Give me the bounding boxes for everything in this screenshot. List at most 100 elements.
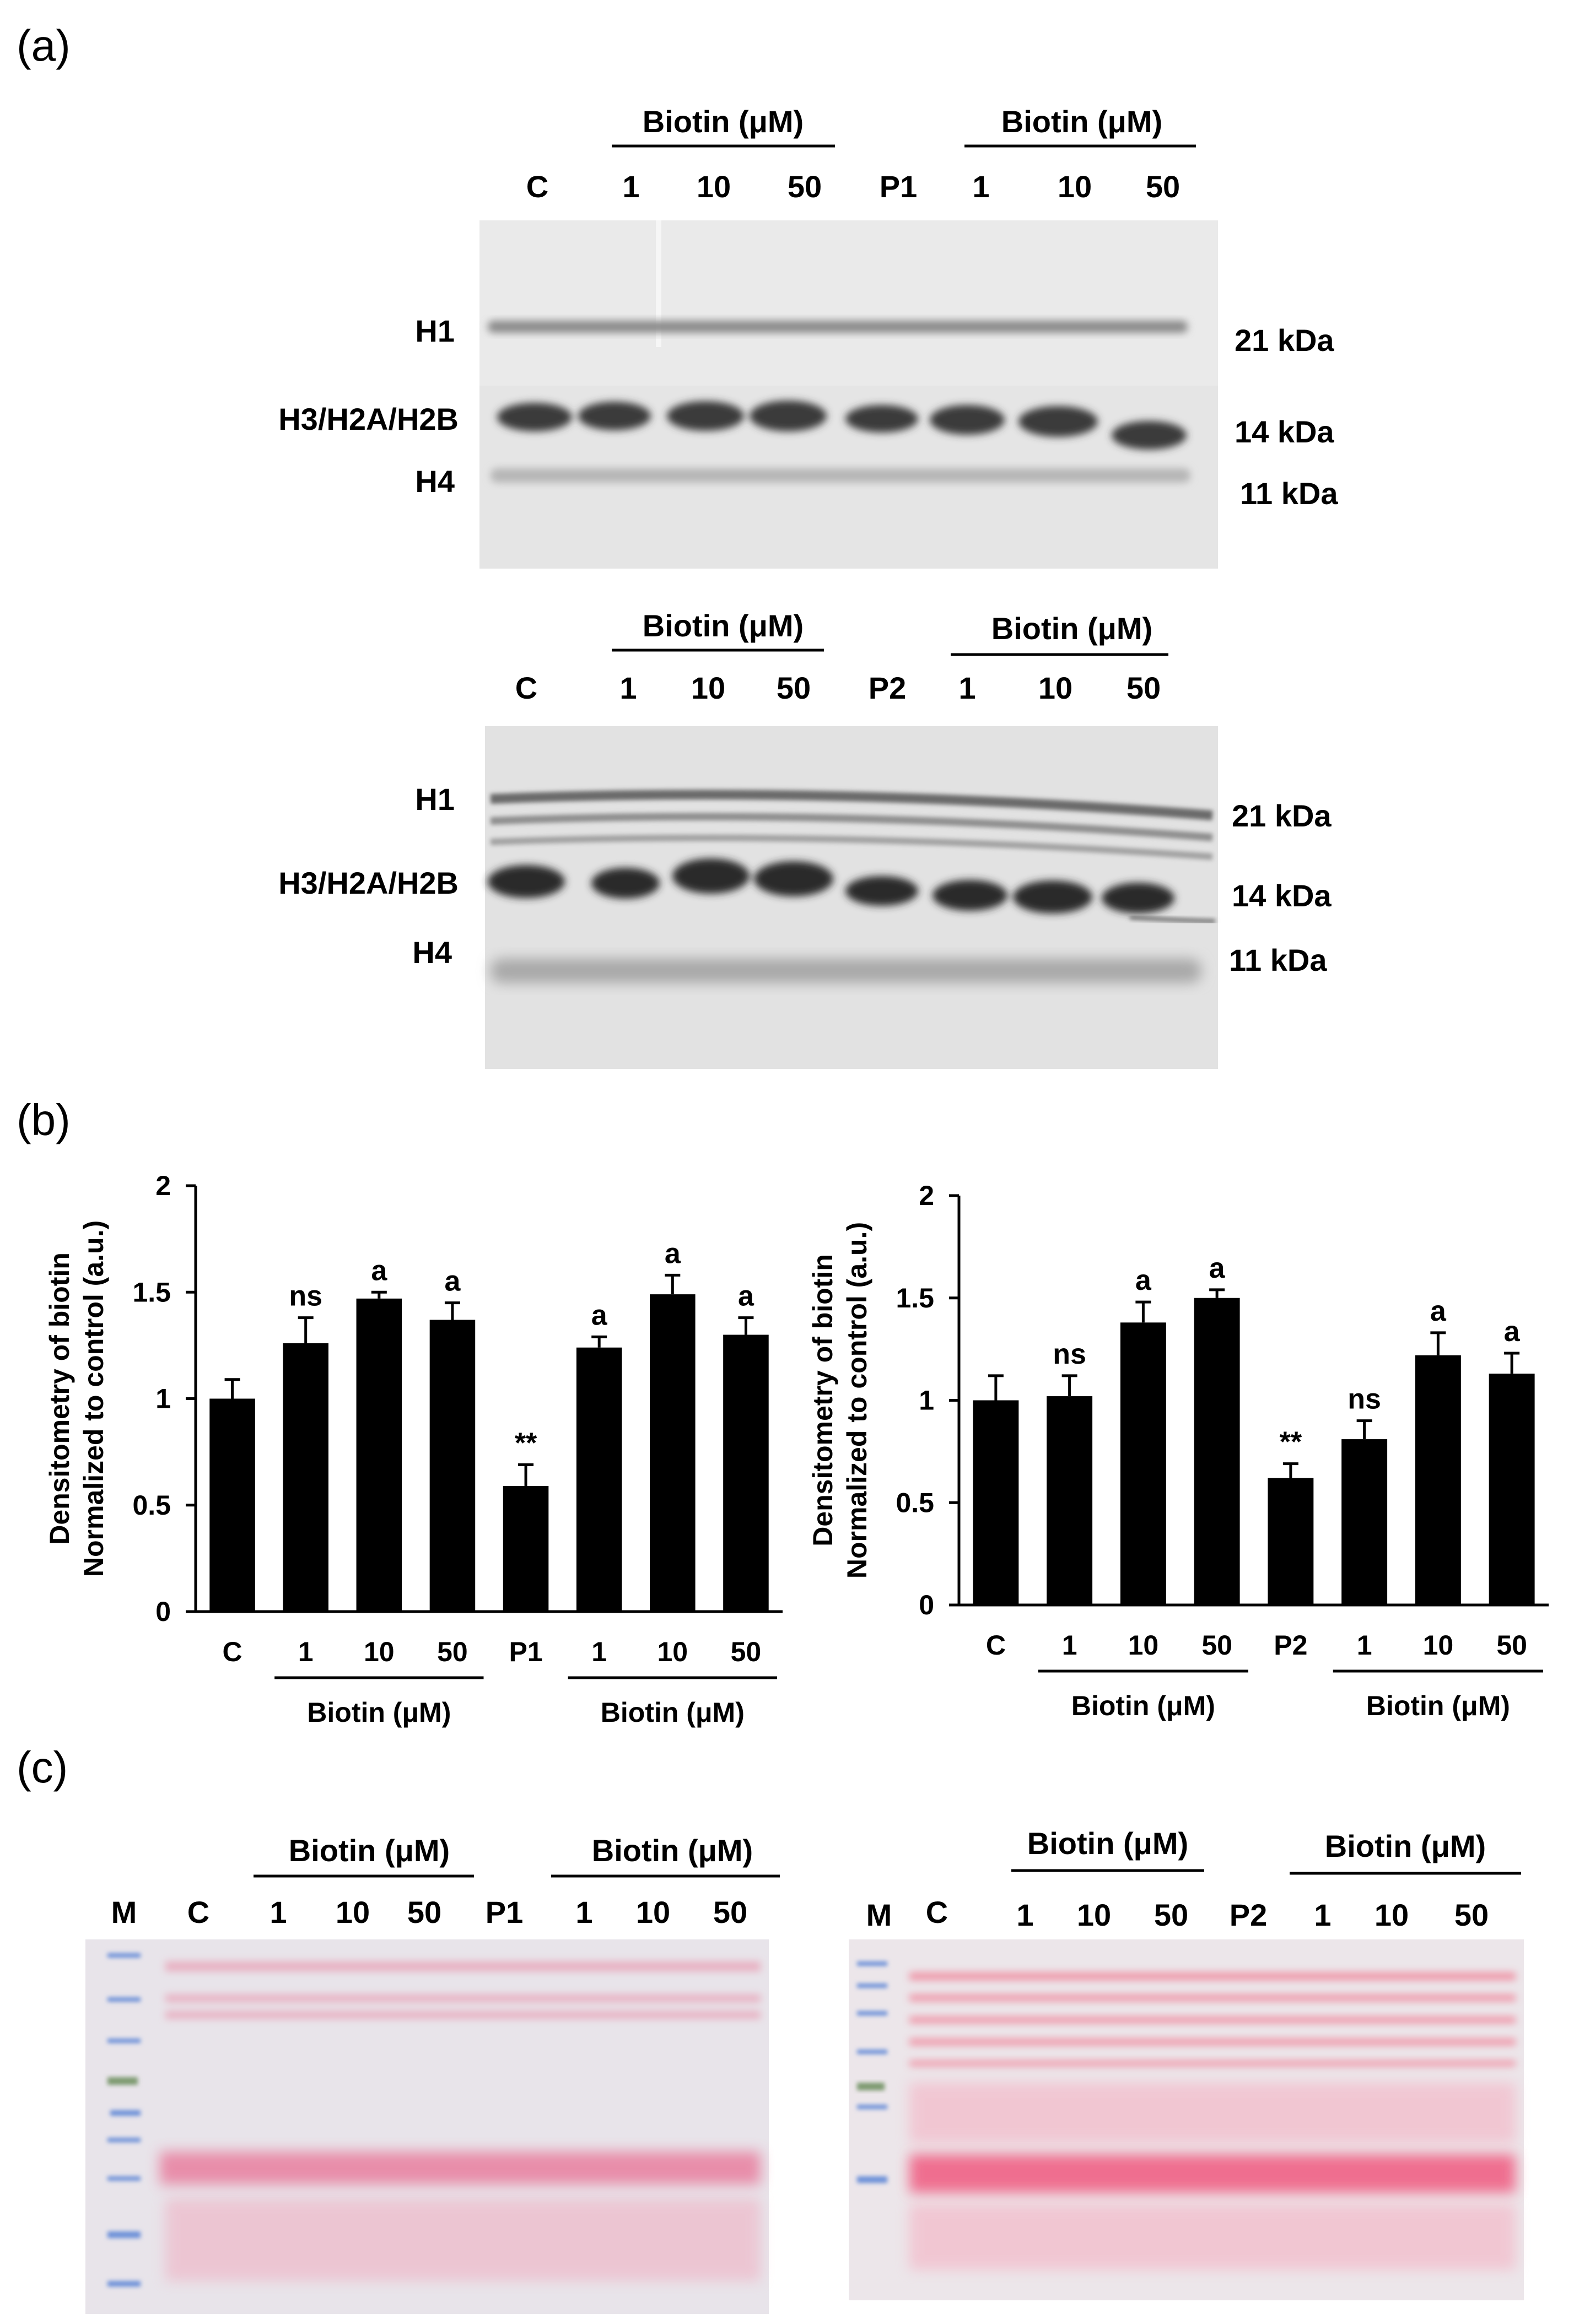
significance-label: ns — [289, 1280, 322, 1312]
significance-label: ns — [1348, 1383, 1381, 1415]
blot1-band-label: H4 — [415, 464, 455, 499]
y-tick-label: 2 — [919, 1180, 934, 1211]
gel2-header: Biotin (μM) Biotin (μM) M C 1 10 50 P2 1… — [866, 1826, 1521, 1932]
x-tick-label: 50 — [1201, 1630, 1232, 1661]
bar — [650, 1294, 696, 1612]
bar-chart-left: 0 0.5 1 1.5 2 Densitometry of biotin Normalize… — [44, 1170, 783, 1728]
y-tick-label: 0 — [919, 1590, 934, 1620]
bar — [1194, 1298, 1240, 1605]
bar — [973, 1400, 1019, 1605]
x-tick-label: C — [986, 1630, 1006, 1661]
x-tick-label: 1 — [298, 1636, 314, 1667]
gel2-lane-label: C — [926, 1895, 948, 1930]
gel2-lane-label: P2 — [1230, 1898, 1268, 1932]
significance-label: ns — [1053, 1338, 1086, 1370]
blot1-lane-label: 10 — [1058, 169, 1092, 204]
blot1-band-label: H3/H2A/H2B — [278, 402, 459, 436]
blot2-group-label-left: Biotin (μM) — [643, 608, 804, 643]
blot2-lane-label: 50 — [777, 671, 811, 705]
significance-label: a — [1430, 1295, 1447, 1327]
gel2-lane-label: 50 — [1454, 1898, 1489, 1932]
blot2-marker-label: 21 kDa — [1232, 798, 1332, 833]
x-tick-label: 10 — [364, 1636, 395, 1667]
bar — [576, 1347, 622, 1612]
significance-label: a — [1135, 1264, 1152, 1296]
blot1-lane-label: 1 — [972, 169, 989, 204]
blot1-lane-label: P1 — [880, 169, 918, 204]
x-tick-label: 50 — [731, 1636, 762, 1667]
y-tick-label: 1 — [155, 1383, 171, 1414]
blot1-marker-label: 11 kDa — [1240, 476, 1338, 511]
gel1-lane-label: 1 — [575, 1895, 592, 1930]
significance-label: a — [371, 1255, 387, 1287]
gel1-group-label-left: Biotin (μM) — [289, 1833, 450, 1868]
gel1-lane-label: 10 — [636, 1895, 670, 1930]
blot2-marker-label: 14 kDa — [1232, 878, 1332, 913]
significance-label: a — [665, 1237, 681, 1269]
group-label: Biotin (μM) — [1071, 1690, 1215, 1721]
y-tick-label: 2 — [155, 1170, 171, 1201]
blot2-marker-label: 11 kDa — [1229, 943, 1327, 977]
blot1-group-label-right: Biotin (μM) — [1001, 104, 1162, 139]
bar — [1415, 1355, 1461, 1605]
gel2-group-label-left: Biotin (μM) — [1027, 1826, 1188, 1861]
blot1-group-label-left: Biotin (μM) — [643, 104, 804, 139]
blot1-lane-label: 1 — [622, 169, 639, 204]
significance-label: a — [1209, 1252, 1226, 1284]
significance-label: a — [738, 1280, 754, 1312]
blot1-image — [479, 220, 1218, 569]
significance-label: ** — [1280, 1426, 1302, 1458]
y-axis-title: Normalized to control (a.u.) — [78, 1220, 109, 1577]
blot2-lane-label: 50 — [1127, 671, 1161, 705]
blot2-image — [485, 726, 1218, 1069]
blot1-lane-label: 10 — [697, 169, 731, 204]
panel-b-label: (b) — [17, 1095, 71, 1144]
bar-chart-right: 0 0.5 1 1.5 2 Densitometry of biotin Normalize… — [807, 1180, 1549, 1721]
blot2-header: Biotin (μM) Biotin (μM) C 1 10 50 P2 1 1… — [515, 608, 1168, 705]
y-tick-label: 1 — [919, 1385, 934, 1416]
gel1-lane-label: 50 — [407, 1895, 441, 1930]
gel1-lane-label: 10 — [336, 1895, 370, 1930]
y-axis-title: Densitometry of biotin — [44, 1252, 75, 1545]
y-tick-label: 1.5 — [132, 1277, 171, 1307]
x-tick-label: 50 — [1496, 1630, 1527, 1661]
x-tick-label: C — [223, 1636, 242, 1667]
significance-label: a — [1504, 1316, 1521, 1348]
blot2-lane-label: C — [515, 671, 537, 705]
x-tick-label: 10 — [1128, 1630, 1159, 1661]
blot2-lane-label: P2 — [869, 671, 907, 705]
gel2-lane-label: 10 — [1077, 1898, 1111, 1932]
panel-c-label: (c) — [17, 1743, 68, 1792]
y-axis-title: Normalized to control (a.u.) — [842, 1222, 872, 1579]
x-tick-label: 1 — [1357, 1630, 1372, 1661]
y-tick-label: 0.5 — [896, 1487, 934, 1518]
gel1-lane-label: C — [187, 1895, 209, 1930]
significance-label: a — [444, 1266, 461, 1298]
gel2-lane-label: 1 — [1314, 1898, 1331, 1932]
blot1-header: Biotin (μM) Biotin (μM) C 1 10 50 P1 1 1… — [526, 104, 1196, 204]
gel1-lane-label: P1 — [486, 1895, 524, 1930]
group-label: Biotin (μM) — [1366, 1690, 1510, 1721]
blot1-marker-label: 21 kDa — [1235, 323, 1334, 358]
bar — [503, 1485, 549, 1612]
x-tick-label: P2 — [1274, 1630, 1307, 1661]
group-label: Biotin (μM) — [601, 1697, 745, 1728]
blot2-lane-label: 10 — [691, 671, 725, 705]
blot2-lane-label: 1 — [619, 671, 637, 705]
x-tick-label: 10 — [1423, 1630, 1454, 1661]
x-tick-label: 50 — [437, 1636, 468, 1667]
blot2-group-label-right: Biotin (μM) — [991, 611, 1152, 646]
blot1-marker-label: 14 kDa — [1235, 414, 1334, 449]
gel1-group-label-right: Biotin (μM) — [592, 1833, 753, 1868]
gel1-lane-label: 1 — [270, 1895, 287, 1930]
bar — [1268, 1478, 1314, 1605]
y-tick-label: 1.5 — [896, 1283, 934, 1314]
blot2-lane-label: 10 — [1038, 671, 1072, 705]
bar — [283, 1343, 328, 1612]
blot1-lane-label: 50 — [788, 169, 822, 204]
bar — [429, 1320, 476, 1612]
bar — [1341, 1439, 1388, 1605]
y-axis-title: Densitometry of biotin — [807, 1254, 838, 1547]
gel2-lane-label: 50 — [1154, 1898, 1188, 1932]
significance-label: ** — [515, 1427, 537, 1459]
